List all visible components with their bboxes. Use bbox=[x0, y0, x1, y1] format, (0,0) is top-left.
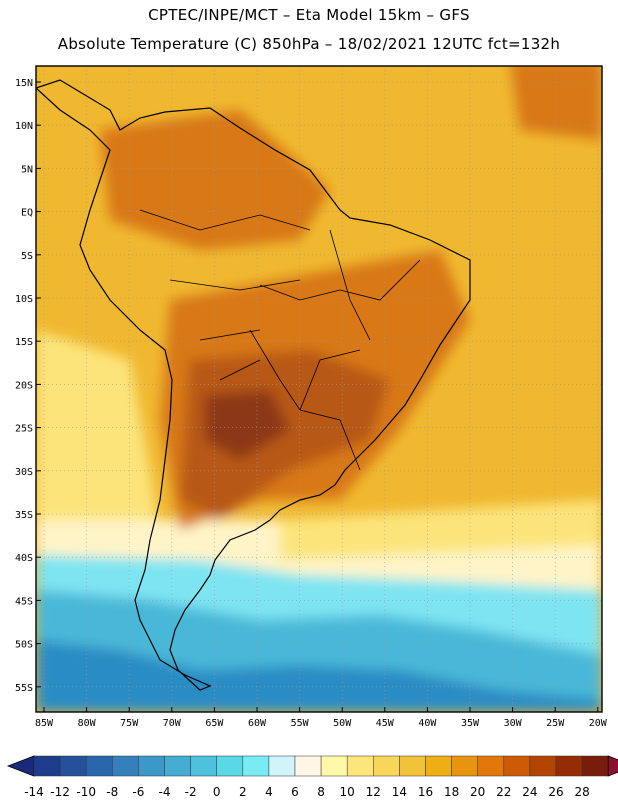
map-frame bbox=[35, 65, 603, 713]
colorbar-label: 28 bbox=[574, 785, 589, 799]
lat-tick-label: 20S bbox=[15, 380, 33, 391]
lon-tick-label: 40W bbox=[418, 718, 437, 729]
colorbar-swatch bbox=[581, 755, 609, 777]
colorbar-swatch bbox=[555, 755, 583, 777]
latitude-ticks: 15N 10N 5N EQ 5S 10S 15S 20S 25S 30S 35S 40S 45S 50S 5… bbox=[15, 78, 41, 694]
colorbar-swatch bbox=[451, 755, 478, 777]
colorbar-swatch bbox=[33, 755, 61, 777]
colorbar-label: -12 bbox=[50, 785, 70, 799]
lat-tick-label: 5S bbox=[21, 251, 33, 262]
colorbar-label: 10 bbox=[340, 785, 355, 799]
lon-tick-label: 85W bbox=[35, 718, 54, 729]
lon-tick-label: 25W bbox=[546, 718, 565, 729]
colorbar-swatch bbox=[268, 755, 296, 777]
colorbar-swatch bbox=[294, 755, 322, 777]
colorbar-label: 20 bbox=[470, 785, 485, 799]
lat-tick-label: 10N bbox=[15, 121, 33, 132]
lat-tick-label: 15N bbox=[15, 78, 33, 89]
colorbar-label: 16 bbox=[418, 785, 433, 799]
colorbar-label: 14 bbox=[392, 785, 407, 799]
colorbar-label: -4 bbox=[159, 785, 171, 799]
lon-tick-label: 60W bbox=[248, 718, 267, 729]
lon-tick-label: 75W bbox=[120, 718, 139, 729]
lon-tick-label: 35W bbox=[461, 718, 480, 729]
title-line-1: CPTEC/INPE/MCT – Eta Model 15km – GFS bbox=[148, 6, 470, 24]
colorbar-swatch bbox=[59, 755, 87, 777]
lat-tick-label: 35S bbox=[15, 510, 33, 521]
mild-ne-band bbox=[280, 500, 602, 560]
lat-tick-label: 30S bbox=[15, 467, 33, 478]
colorbar-swatch bbox=[190, 755, 217, 777]
colorbar-swatch bbox=[320, 755, 348, 777]
lat-tick-label: 25S bbox=[15, 424, 33, 435]
colorbar-label: 4 bbox=[265, 785, 273, 799]
hottest-core bbox=[205, 390, 290, 460]
colorbar-swatch bbox=[112, 755, 139, 777]
colorbar-swatch bbox=[85, 755, 113, 777]
colorbar-over-arrow bbox=[607, 755, 618, 777]
lon-tick-label: 70W bbox=[163, 718, 182, 729]
lat-tick-label: 15S bbox=[15, 337, 33, 348]
longitude-ticks: 85W 80W 75W 70W 65W 60W 55W 50W 45W 40W 35W 30W 25W 2… bbox=[35, 707, 608, 729]
temperature-field bbox=[36, 66, 602, 712]
colorbar-swatch bbox=[216, 755, 244, 777]
lon-tick-label: 65W bbox=[205, 718, 224, 729]
colorbar-label: 2 bbox=[239, 785, 247, 799]
colorbar-swatch bbox=[503, 755, 531, 777]
hot-north bbox=[100, 110, 330, 250]
hotter-core bbox=[180, 350, 390, 520]
colorbar-label: 6 bbox=[291, 785, 299, 799]
lat-tick-label: 10S bbox=[15, 294, 33, 305]
colorbar-label: -14 bbox=[24, 785, 44, 799]
colorbar-swatch bbox=[399, 755, 426, 777]
colorbar-label: 24 bbox=[522, 785, 537, 799]
title-line-2: Absolute Temperature (C) 850hPa – 18/02/… bbox=[57, 35, 561, 53]
lat-tick-label: 40S bbox=[15, 553, 33, 564]
lon-tick-label: 80W bbox=[78, 718, 97, 729]
country-borders bbox=[139, 209, 421, 471]
colorbar-swatch bbox=[529, 755, 557, 777]
colorbar-swatch bbox=[242, 755, 270, 777]
colorbar-label: 0 bbox=[213, 785, 221, 799]
colorbar-swatch bbox=[346, 755, 374, 777]
coastline bbox=[36, 79, 471, 691]
colorbar-swatch bbox=[164, 755, 191, 777]
lat-tick-label: EQ bbox=[21, 208, 33, 219]
lat-tick-label: 45S bbox=[15, 596, 33, 607]
hot-northeast-ocean bbox=[510, 66, 602, 140]
colorbar-under-arrow bbox=[6, 755, 35, 777]
colorbar-label: 22 bbox=[496, 785, 511, 799]
colorbar-label: 12 bbox=[366, 785, 381, 799]
lon-tick-label: 30W bbox=[504, 718, 523, 729]
colorbar-label: 26 bbox=[548, 785, 563, 799]
colorbar-label: -2 bbox=[185, 785, 197, 799]
colder-band bbox=[36, 640, 602, 712]
lon-tick-label: 45W bbox=[376, 718, 395, 729]
lon-tick-label: 55W bbox=[291, 718, 310, 729]
colorbar-swatch bbox=[138, 755, 165, 777]
colorbar-swatch bbox=[373, 755, 400, 777]
colorbar-label: -6 bbox=[132, 785, 144, 799]
lat-tick-label: 55S bbox=[15, 683, 33, 694]
colorbar: -14 -12 -10 -8 -6 -4 -2 0 2 4 6 8 10 12 14 16 18 20 22 24 26… bbox=[6, 755, 618, 799]
colorbar-swatch bbox=[425, 755, 452, 777]
colorbar-label: 18 bbox=[444, 785, 459, 799]
lon-tick-label: 20W bbox=[589, 718, 608, 729]
colorbar-label: -8 bbox=[106, 785, 118, 799]
colorbar-swatch bbox=[477, 755, 505, 777]
lat-tick-label: 5N bbox=[21, 164, 33, 175]
colorbar-label: -10 bbox=[76, 785, 96, 799]
lat-tick-label: 50S bbox=[15, 640, 33, 651]
colorbar-label: 8 bbox=[317, 785, 325, 799]
lon-tick-label: 50W bbox=[333, 718, 352, 729]
